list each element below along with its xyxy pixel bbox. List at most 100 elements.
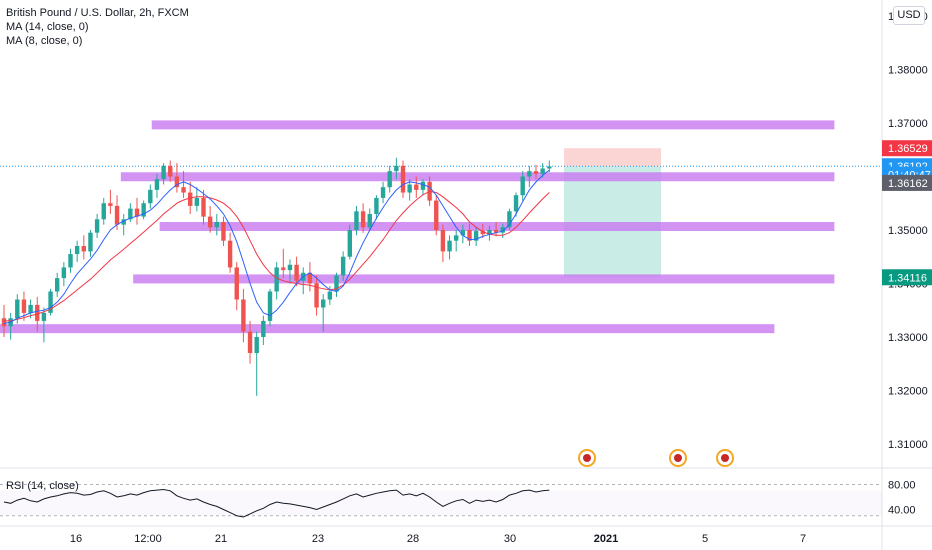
rsi-band: [0, 490, 882, 516]
candle-body: [114, 205, 120, 225]
time-tick-label: 28: [407, 533, 419, 545]
price-axis-label: 1.36162: [888, 178, 928, 190]
candle-body: [48, 291, 53, 313]
time-tick-label: 5: [702, 533, 708, 545]
candle-body: [234, 267, 239, 300]
candle-body: [480, 231, 485, 235]
take-profit-zone: [564, 166, 661, 278]
candle-body: [327, 291, 333, 300]
candle-body: [241, 299, 246, 332]
candle-body: [161, 165, 166, 180]
price-tick-label: 1.38000: [888, 65, 928, 77]
candle-body: [201, 197, 206, 217]
price-tick-label: 1.32000: [888, 385, 928, 397]
candle-body: [15, 299, 20, 319]
price-tick-label: 1.35000: [888, 225, 928, 237]
rsi-tick-label: 40.00: [888, 505, 916, 517]
candle-body: [35, 304, 40, 321]
candle-body: [314, 283, 319, 308]
candle-body: [374, 197, 379, 214]
candle-body: [81, 246, 86, 252]
candle-body: [547, 166, 552, 169]
candle-body: [520, 176, 525, 196]
rsi-legend[interactable]: RSI (14, close): [6, 480, 79, 492]
price-axis-label-bg: [882, 140, 932, 157]
ma14-legend[interactable]: MA (14, close, 0): [6, 21, 89, 33]
candle-body: [267, 291, 273, 321]
price-tick-label: 1.37000: [888, 118, 928, 130]
candle-body: [340, 256, 346, 276]
price-axis-label-bg: [882, 269, 932, 286]
candle-body: [148, 189, 153, 204]
candle-body: [254, 336, 259, 354]
candle-body: [227, 240, 233, 268]
candle-body: [141, 203, 146, 217]
candle-body: [188, 192, 193, 206]
candle-body: [360, 211, 366, 228]
candle-body: [434, 200, 439, 230]
event-flag-icon: [583, 454, 591, 462]
candle-body: [108, 203, 113, 206]
support-resistance-level: [151, 120, 835, 130]
candle-body: [407, 184, 412, 193]
candle-body: [387, 171, 392, 188]
candle-body: [174, 176, 180, 188]
candle-body: [121, 219, 126, 225]
candle-body: [460, 229, 466, 236]
ma8-line: [3, 169, 550, 325]
candle-body: [540, 168, 545, 174]
candle-body: [533, 171, 539, 174]
candle-body: [400, 165, 406, 193]
candle-body: [493, 229, 499, 233]
candle-body: [487, 229, 492, 235]
candle-body: [61, 267, 67, 279]
candle-body: [500, 227, 505, 233]
candle-body: [261, 320, 266, 337]
support-resistance-level: [0, 324, 775, 334]
candle-body: [467, 229, 472, 241]
chart-title-legend: British Pound / U.S. Dollar, 2h, FXCM MA…: [6, 6, 189, 48]
candle-body: [128, 208, 133, 220]
candle-body: [68, 254, 73, 268]
candle-body: [287, 264, 293, 271]
time-tick-label: 7: [800, 533, 806, 545]
price-axis-label: 1.34116: [888, 272, 927, 284]
ma14-line: [4, 190, 550, 322]
candle-body: [194, 197, 200, 206]
candle-body: [380, 187, 386, 198]
candle-body: [74, 246, 80, 255]
candle-body: [154, 179, 160, 190]
candle-body: [294, 264, 299, 281]
candle-body: [367, 213, 372, 228]
candle-body: [21, 299, 27, 313]
stop-loss-zone: [564, 148, 661, 167]
candle-body: [281, 267, 286, 271]
candle-body: [247, 331, 253, 354]
support-resistance-level: [133, 274, 835, 284]
currency-button[interactable]: USD: [893, 6, 925, 25]
event-flag-icon: [721, 454, 729, 462]
ma8-legend[interactable]: MA (8, close, 0): [6, 35, 83, 47]
candle-body: [513, 195, 519, 212]
candle-body: [527, 171, 532, 177]
candle-body: [454, 235, 459, 241]
candle-body: [414, 184, 419, 190]
price-axis-label: 1.36529: [888, 143, 928, 155]
candle-body: [28, 304, 33, 313]
candle-body: [1, 318, 7, 327]
time-tick-label: 30: [504, 533, 516, 545]
candle-body: [41, 312, 47, 321]
time-tick-label: 23: [312, 533, 324, 545]
time-tick-label: 16: [70, 533, 82, 545]
candle-body: [307, 272, 313, 284]
support-resistance-level: [159, 222, 835, 232]
candle-body: [321, 299, 326, 308]
rsi-tick-label: 80.00: [888, 480, 916, 492]
price-axis-label-bg: [882, 174, 932, 191]
candle-body: [440, 229, 446, 252]
candle-body: [347, 229, 352, 257]
candle-body: [334, 275, 339, 292]
candle-body: [181, 187, 186, 193]
time-tick-label: 21: [215, 533, 227, 545]
